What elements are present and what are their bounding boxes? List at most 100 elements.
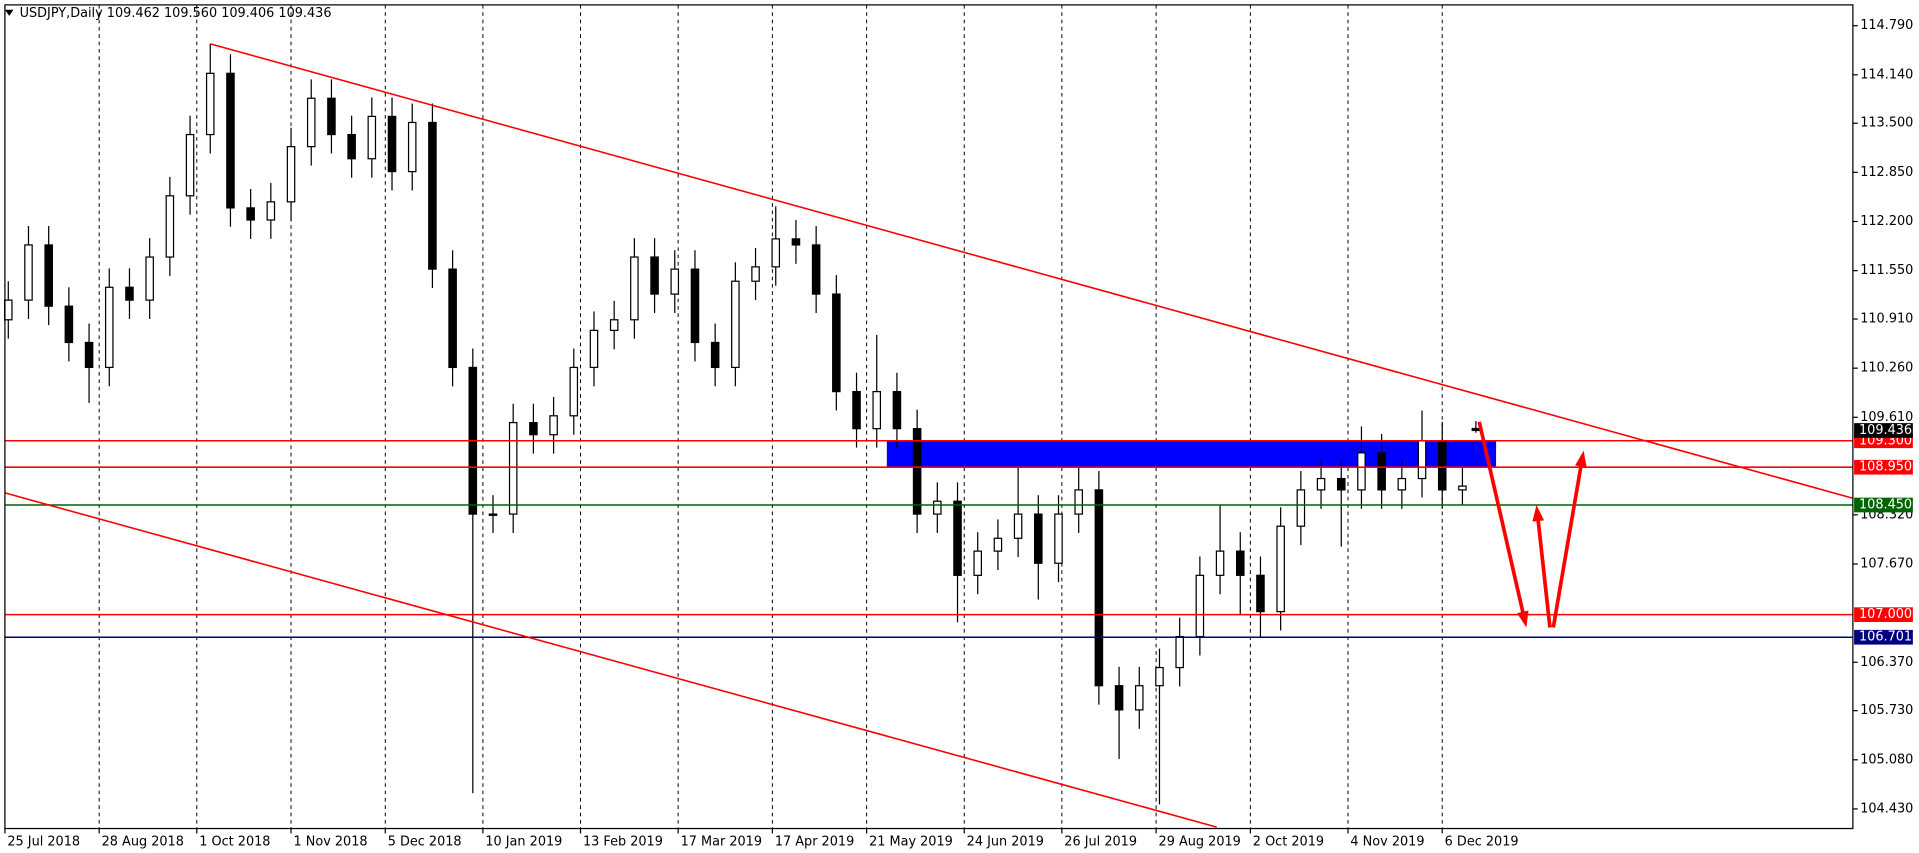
candle-body — [448, 268, 457, 369]
arrow-head — [1575, 450, 1587, 468]
price-tag-label: 108.950 — [1859, 460, 1912, 475]
candle-body — [1054, 513, 1063, 564]
candle-body — [306, 97, 316, 148]
candle-body — [953, 500, 962, 576]
candle-body — [1336, 477, 1346, 491]
candle-body — [1175, 635, 1184, 669]
candle-body — [347, 133, 356, 160]
candle-body — [872, 390, 882, 430]
grid-layer — [4, 4, 1443, 829]
x-tick-label: 1 Nov 2018 — [293, 834, 367, 849]
candle-body — [1458, 485, 1467, 491]
x-tick-label: 6 Dec 2019 — [1445, 834, 1519, 849]
x-tick-label: 17 Mar 2019 — [681, 834, 762, 849]
candle-body — [387, 115, 397, 173]
candle-body — [589, 329, 599, 369]
candle-body — [791, 238, 801, 246]
candle-body — [165, 195, 175, 258]
candle-body — [1114, 685, 1124, 711]
candle-body — [832, 293, 841, 393]
candle-body — [508, 421, 518, 515]
y-tick-label: 114.140 — [1860, 67, 1913, 82]
price-tag-label: 106.701 — [1859, 630, 1912, 645]
arrow-shaft — [1477, 421, 1526, 617]
y-tick-label: 113.500 — [1860, 116, 1913, 131]
candle-body — [912, 428, 922, 515]
price-tag-box — [1854, 629, 1913, 645]
menu-triangle[interactable] — [4, 9, 14, 16]
y-tick-label: 112.200 — [1860, 214, 1913, 229]
candle-body — [1276, 525, 1285, 613]
candle-body — [1256, 574, 1265, 613]
candle-body — [1417, 440, 1427, 480]
candle-body — [710, 341, 720, 369]
candle-body — [367, 115, 377, 160]
candle-body — [185, 133, 195, 197]
candle-body — [1195, 574, 1205, 638]
trendline — [210, 43, 1854, 499]
candle-body — [811, 244, 821, 295]
x-tick-label: 21 May 2019 — [869, 834, 953, 849]
x-tick-label: 26 Jul 2019 — [1064, 834, 1137, 849]
candle-body — [993, 537, 1003, 552]
candle-body — [771, 238, 781, 268]
x-tick-label: 29 Aug 2019 — [1159, 834, 1241, 849]
y-tick-label: 111.550 — [1860, 263, 1913, 278]
candle-body — [529, 421, 538, 436]
candle-body — [1357, 452, 1366, 491]
y-tick-label: 105.730 — [1860, 703, 1913, 718]
candle-body — [1377, 452, 1386, 491]
arrow-shaft — [1535, 516, 1552, 628]
trendline — [4, 492, 1217, 828]
x-tick-label: 4 Nov 2019 — [1350, 834, 1424, 849]
price-tag-box — [1854, 607, 1913, 622]
candle-body — [226, 72, 235, 209]
price-tag-label: 108.450 — [1859, 498, 1912, 513]
y-tick-label: 105.080 — [1860, 752, 1913, 767]
price-tag-box — [1854, 459, 1913, 475]
candle-body — [266, 201, 276, 221]
x-tick-label: 2 Oct 2019 — [1253, 834, 1324, 849]
candle-body — [1437, 440, 1447, 491]
price-tag-box — [1854, 497, 1913, 513]
candle-body — [24, 244, 33, 301]
arrow-shaft — [1551, 462, 1584, 628]
price-tag-label: 107.000 — [1859, 607, 1912, 622]
candle-body — [286, 146, 296, 203]
candle-body — [690, 268, 700, 344]
candle-body — [145, 256, 154, 301]
y-tick-label: 114.790 — [1860, 18, 1913, 33]
candle-body — [84, 341, 94, 369]
candle-body — [569, 366, 579, 417]
x-tick-label: 25 Jul 2018 — [7, 834, 80, 849]
x-tick-label: 5 Dec 2018 — [388, 834, 462, 849]
candle-body — [731, 280, 740, 369]
candle-body — [428, 121, 437, 270]
x-tick-label: 28 Aug 2018 — [102, 834, 184, 849]
y-tick-label: 110.260 — [1860, 361, 1913, 376]
x-tick-label: 17 Apr 2019 — [775, 834, 854, 849]
candle-body — [44, 244, 53, 307]
candle-body — [670, 268, 680, 295]
candle-body — [1397, 477, 1407, 491]
candle-body — [549, 415, 558, 436]
y-tick-label: 106.370 — [1860, 655, 1913, 670]
y-tick-label: 112.850 — [1860, 165, 1913, 180]
candle-body — [933, 500, 942, 515]
candle-body — [1134, 685, 1144, 711]
candle-body — [327, 97, 336, 136]
candle-body — [4, 299, 13, 321]
candle-body — [1034, 513, 1043, 564]
candle-body — [973, 550, 982, 576]
candle-body — [650, 256, 659, 295]
arrow-head — [1517, 610, 1529, 628]
arrow-head — [1532, 505, 1545, 522]
candle-body — [1155, 666, 1164, 687]
candle-body — [1471, 427, 1481, 432]
candle-body — [1215, 550, 1225, 576]
candle-body — [407, 121, 417, 173]
candle-body — [488, 513, 498, 516]
